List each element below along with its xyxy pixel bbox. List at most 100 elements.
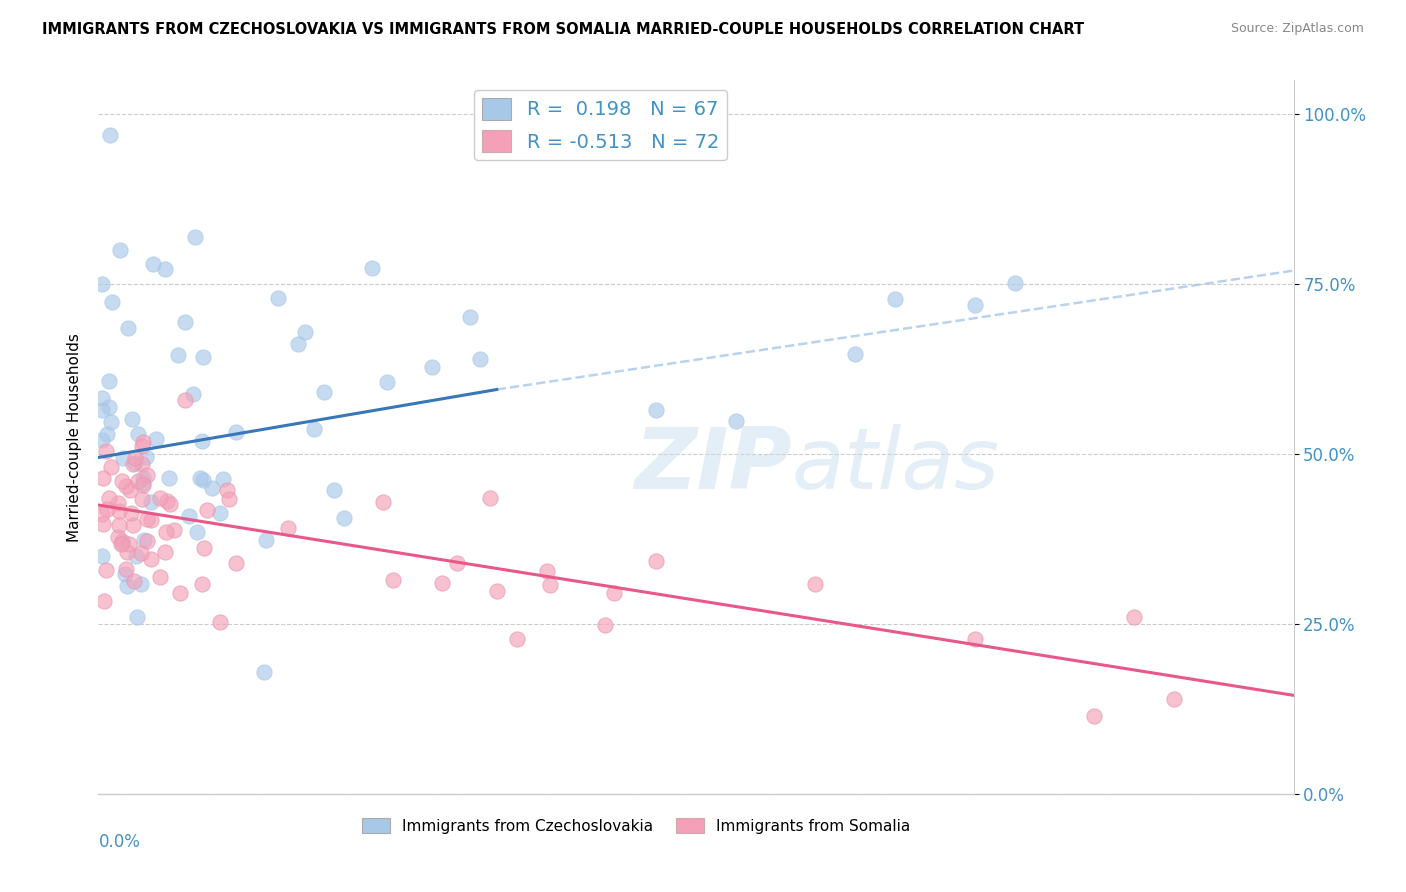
Point (132, 471, 155, 485)
Point (191, 577, 214, 591)
Point (100, 128, 122, 142)
Point (1004, 277, 1026, 291)
Point (167, 348, 190, 362)
Point (94, 563, 117, 577)
Point (139, 513, 162, 527)
Point (333, 511, 356, 525)
Point (323, 483, 346, 497)
Point (131, 576, 153, 591)
Point (565, 106, 588, 120)
Point (191, 474, 214, 488)
Point (127, 474, 149, 488)
Point (645, 553, 668, 567)
Point (136, 534, 159, 549)
Point (884, 292, 907, 306)
Point (254, 533, 277, 547)
Point (124, 456, 146, 470)
Point (215, 483, 238, 498)
Point (420, 360, 443, 375)
Text: atlas: atlas (792, 424, 1000, 508)
Point (174, 315, 197, 329)
Point (193, 541, 215, 555)
Point (132, 477, 155, 491)
Point (312, 384, 335, 399)
Point (302, 422, 325, 436)
Point (155, 261, 177, 276)
Point (141, 495, 163, 509)
Point (121, 518, 143, 533)
Point (294, 326, 316, 340)
Text: 0.0%: 0.0% (98, 833, 141, 851)
Point (179, 508, 201, 523)
Point (163, 524, 186, 538)
Point (506, 632, 529, 647)
Point (108, 504, 131, 518)
Legend: R =  0.198   N = 67, R = -0.513   N = 72: R = 0.198 N = 67, R = -0.513 N = 72 (474, 90, 727, 161)
Point (122, 574, 145, 589)
Point (225, 556, 247, 570)
Point (120, 506, 142, 520)
Point (91, 277, 114, 292)
Point (110, 243, 132, 257)
Point (131, 439, 153, 453)
Point (101, 295, 124, 310)
Point (107, 530, 129, 544)
Point (131, 491, 153, 506)
Point (111, 536, 134, 550)
Point (125, 549, 148, 563)
Point (111, 534, 134, 549)
Point (188, 471, 211, 485)
Point (121, 457, 143, 471)
Point (121, 411, 143, 425)
Point (804, 576, 827, 591)
Point (91, 391, 114, 405)
Point (127, 610, 149, 624)
Point (212, 472, 235, 486)
Y-axis label: Married-couple Households: Married-couple Households (66, 333, 82, 541)
Point (430, 576, 453, 591)
Point (108, 517, 131, 532)
Point (1123, 610, 1146, 624)
Point (253, 665, 276, 679)
Point (373, 495, 395, 509)
Point (603, 586, 626, 600)
Point (91, 471, 114, 485)
Point (124, 451, 146, 466)
Point (201, 481, 224, 495)
Point (110, 536, 132, 550)
Point (136, 468, 159, 483)
Point (149, 569, 172, 583)
Point (139, 552, 162, 566)
Point (91, 507, 114, 521)
Point (93, 594, 115, 608)
Point (218, 492, 240, 507)
Point (458, 310, 481, 324)
Point (225, 425, 247, 439)
Point (963, 298, 986, 312)
Point (277, 521, 299, 535)
Point (131, 458, 153, 472)
Point (117, 321, 139, 335)
Point (844, 347, 866, 361)
Point (114, 562, 136, 576)
Point (153, 545, 176, 559)
Text: Source: ZipAtlas.com: Source: ZipAtlas.com (1230, 22, 1364, 36)
Point (382, 573, 405, 587)
Point (724, 414, 747, 428)
Text: IMMIGRANTS FROM CZECHOSLOVAKIA VS IMMIGRANTS FROM SOMALIA MARRIED-COUPLE HOUSEHO: IMMIGRANTS FROM CZECHOSLOVAKIA VS IMMIGR… (42, 22, 1084, 37)
Point (193, 350, 215, 364)
Point (361, 260, 384, 275)
Point (149, 491, 172, 505)
Point (181, 387, 204, 401)
Point (98, 491, 121, 506)
Point (142, 257, 165, 271)
Point (97, 400, 120, 414)
Point (100, 459, 122, 474)
Point (159, 496, 181, 510)
Point (117, 544, 139, 558)
Point (114, 479, 136, 493)
Point (156, 494, 179, 508)
Point (135, 450, 157, 464)
Point (155, 524, 177, 539)
Point (107, 496, 129, 510)
